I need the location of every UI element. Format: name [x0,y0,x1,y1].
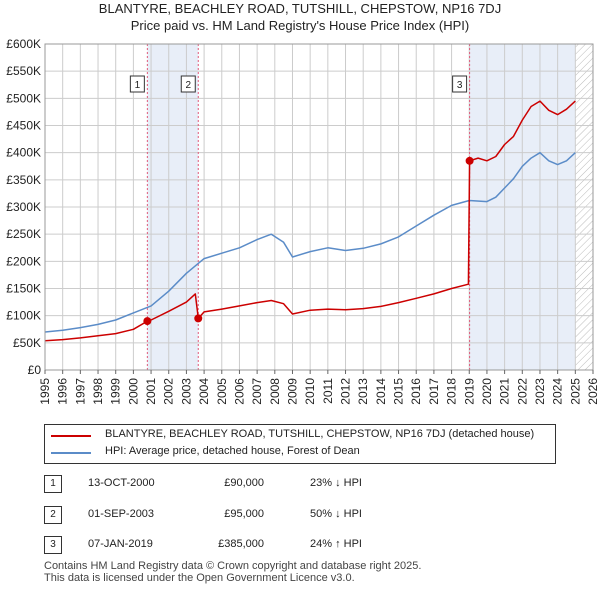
x-tick-label: 2022 [515,378,529,405]
x-tick-label: 2013 [356,378,370,405]
x-tick-label: 2020 [480,378,494,405]
transaction-date: 01-SEP-2003 [88,508,155,520]
x-tick-label: 2008 [268,378,282,405]
sale-point [194,314,203,323]
y-tick-label: £200K [6,254,41,268]
x-tick-label: 2019 [462,378,476,405]
x-tick-label: 2006 [232,378,246,405]
y-tick-label: £550K [6,64,41,78]
footer-licence: This data is licensed under the Open Gov… [44,572,355,584]
x-tick-label: 2015 [392,378,406,405]
y-tick-label: £150K [6,282,41,296]
transaction-price: £90,000 [224,477,264,489]
x-tick-label: 2000 [126,378,140,405]
x-tick-label: 2026 [586,378,600,405]
legend: BLANTYRE, BEACHLEY ROAD, TUTSHILL, CHEPS… [44,424,556,464]
x-tick-label: 2021 [498,378,512,405]
transaction-number: 2 [44,506,62,524]
y-tick-label: £400K [6,146,41,160]
plot-frame [44,43,594,371]
transaction-number: 1 [44,475,62,493]
y-tick-label: £100K [6,309,41,323]
sale-marker-number: 3 [457,80,463,91]
x-tick-label: 2025 [568,378,582,405]
x-tick-label: 1995 [38,378,52,405]
x-tick-label: 2007 [250,378,264,405]
x-tick-label: 2014 [374,378,388,405]
sale-marker-box [129,75,145,93]
sale-marker-box [180,75,196,93]
x-tick-label: 2023 [533,378,547,405]
transaction-number: 3 [44,536,62,554]
transaction-price: £385,000 [218,538,264,550]
x-tick-label: 1996 [56,378,70,405]
legend-label-hpi: HPI: Average price, detached house, Fore… [105,445,360,457]
sale-marker-number: 1 [135,80,141,91]
y-tick-label: £0 [28,363,42,377]
x-tick-label: 2011 [321,378,335,404]
sale-marker-number: 2 [185,80,191,91]
chart-title: BLANTYRE, BEACHLEY ROAD, TUTSHILL, CHEPS… [98,1,502,16]
x-tick-label: 2005 [215,378,229,405]
y-tick-label: £450K [6,119,41,133]
x-tick-label: 2017 [427,378,441,405]
x-tick-label: 2004 [197,378,211,405]
sale-point [465,156,474,165]
series-line-hpi [45,151,576,333]
y-tick-label: £350K [6,173,41,187]
legend-swatch-property [51,435,91,437]
chart-subtitle: Price paid vs. HM Land Registry's House … [130,18,470,33]
legend-label-property: BLANTYRE, BEACHLEY ROAD, TUTSHILL, CHEPS… [105,428,535,440]
y-tick-label: £50K [13,336,41,350]
y-tick-label: £500K [6,91,41,105]
y-tick-label: £300K [6,200,41,214]
transaction-hpi-change: 50% ↓ HPI [310,508,362,520]
y-tick-label: £250K [6,227,41,241]
transaction-row: 2 01-SEP-2003 £95,000 50% ↓ HPI [44,504,584,526]
y-tick-label: £600K [6,37,41,51]
x-tick-label: 1999 [109,378,123,405]
transaction-hpi-change: 24% ↑ HPI [310,538,362,550]
transaction-hpi-change: 23% ↓ HPI [310,477,362,489]
x-tick-label: 2018 [445,378,459,405]
transaction-date: 07-JAN-2019 [88,538,153,550]
sale-marker-box [452,75,468,93]
x-tick-label: 2003 [179,378,193,405]
transaction-price: £95,000 [224,508,264,520]
x-tick-label: 2016 [409,378,423,405]
transaction-date: 13-OCT-2000 [88,477,155,489]
sale-point [143,317,152,326]
x-tick-label: 2010 [303,378,317,405]
x-tick-label: 2024 [551,378,565,405]
x-tick-label: 1997 [73,378,87,405]
x-tick-label: 2012 [339,378,353,405]
x-tick-label: 1998 [91,378,105,405]
x-tick-label: 2009 [285,378,299,405]
footer-copyright: Contains HM Land Registry data © Crown c… [44,560,422,572]
x-tick-label: 2002 [162,378,176,405]
transaction-row: 3 07-JAN-2019 £385,000 24% ↑ HPI [44,534,584,556]
legend-swatch-hpi [51,452,91,454]
price-chart: £0 £50K £100K £150K £200K £250K £300K £350K £400… [6,37,600,405]
transaction-row: 1 13-OCT-2000 £90,000 23% ↓ HPI [44,473,584,495]
x-tick-label: 2001 [144,378,158,405]
